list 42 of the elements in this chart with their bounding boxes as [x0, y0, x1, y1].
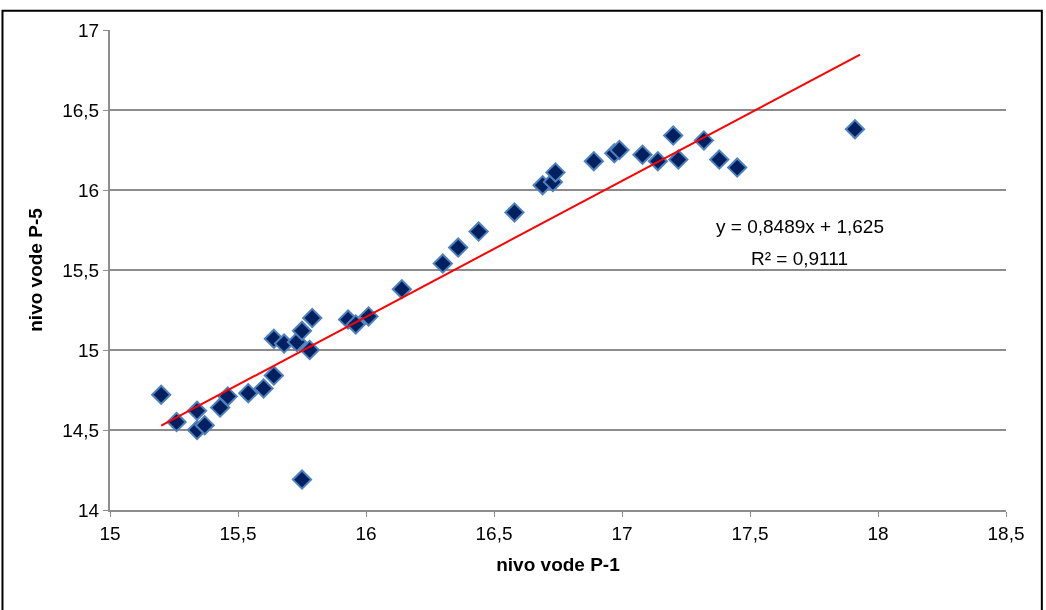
point [432, 253, 453, 274]
point [632, 144, 653, 165]
point [545, 162, 566, 183]
y-tick-label: 16 [78, 179, 100, 201]
point [194, 415, 215, 436]
y-tick-label: 15 [78, 339, 100, 361]
x-tick-label: 15 [99, 522, 121, 544]
point [151, 384, 172, 405]
point [583, 151, 604, 172]
x-tick-label: 18,5 [987, 522, 1025, 544]
x-axis-title: nivo vode P-1 [496, 554, 621, 576]
y-tick-label: 15,5 [62, 259, 100, 281]
y-tick-label: 14,5 [62, 419, 100, 441]
point [709, 149, 730, 170]
point [448, 237, 469, 258]
point [263, 365, 284, 386]
point [663, 125, 684, 146]
point [291, 320, 313, 341]
y-tick-label: 16,5 [62, 99, 100, 121]
x-tick-label: 16 [355, 522, 377, 544]
x-tick-label: 15,5 [219, 522, 257, 544]
annotation: y = 0,8489x + 1,625 [716, 216, 884, 237]
point [727, 157, 748, 178]
point [468, 221, 489, 242]
x-tick-label: 18 [867, 522, 889, 544]
point [504, 202, 525, 223]
y-axis-title: nivo vode P-5 [24, 207, 46, 332]
point [253, 378, 274, 399]
point [391, 279, 412, 300]
annotation: R² = 0,9111 [751, 248, 848, 269]
y-tick-label: 14 [78, 499, 100, 521]
point [302, 307, 323, 329]
point [609, 139, 630, 161]
x-tick-label: 17,5 [731, 522, 769, 544]
x-tick-label: 16,5 [475, 522, 513, 544]
point [668, 149, 689, 170]
y-tick-label: 17 [78, 19, 100, 41]
point [238, 383, 259, 404]
point [209, 397, 231, 418]
point [291, 469, 313, 490]
point [844, 119, 866, 140]
x-tick-label: 17 [611, 522, 633, 544]
